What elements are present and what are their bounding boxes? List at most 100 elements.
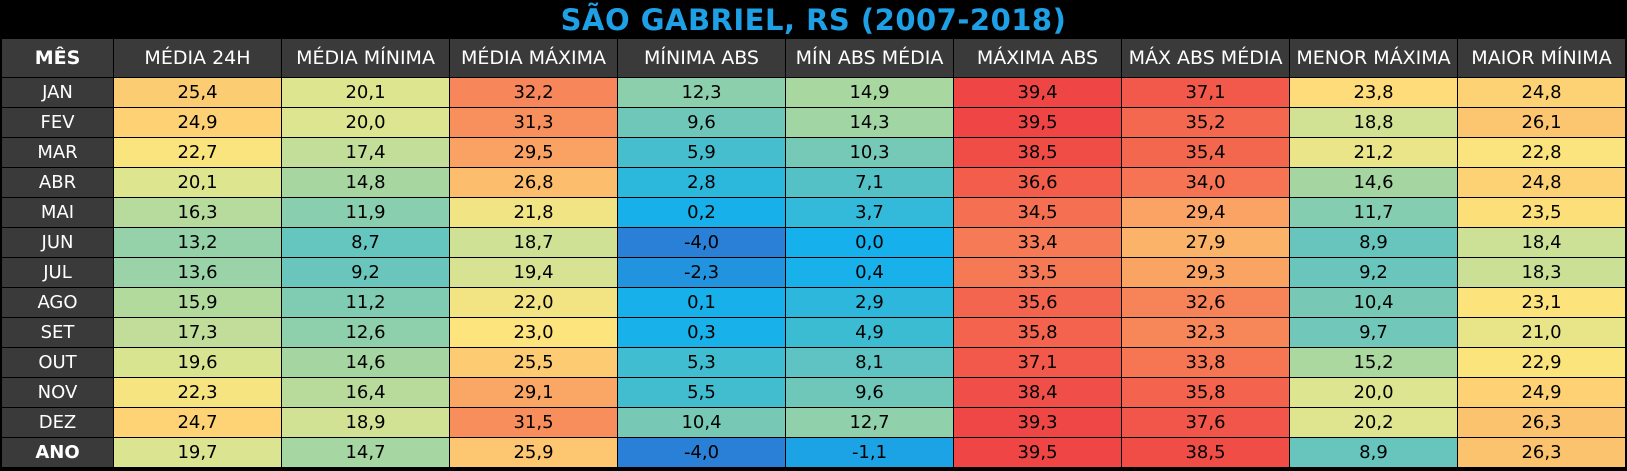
data-cell: 20,0: [1289, 377, 1458, 408]
table-row: FEV 24,9 20,0 31,3 9,6 14,3 39,5 35,2 18,8 26,1: [1, 107, 1626, 138]
data-cell: 19,4: [449, 257, 618, 288]
data-cell: 14,9: [785, 77, 954, 108]
data-cell: 2,9: [785, 287, 954, 318]
data-cell: 24,8: [1457, 167, 1626, 198]
data-cell: 0,3: [617, 317, 786, 348]
data-cell: 38,5: [1121, 437, 1290, 468]
column-header: MÉDIA MÍNIMA: [281, 38, 450, 78]
data-cell: 26,1: [1457, 107, 1626, 138]
data-cell: 23,0: [449, 317, 618, 348]
data-cell: 34,0: [1121, 167, 1290, 198]
row-label: JAN: [1, 77, 114, 108]
data-cell: 21,0: [1457, 317, 1626, 348]
data-cell: 20,1: [281, 77, 450, 108]
data-cell: 5,5: [617, 377, 786, 408]
row-label: JUN: [1, 227, 114, 258]
data-cell: 14,3: [785, 107, 954, 138]
data-cell: 23,8: [1289, 77, 1458, 108]
data-cell: 35,2: [1121, 107, 1290, 138]
data-cell: 14,6: [1289, 167, 1458, 198]
data-cell: 7,1: [785, 167, 954, 198]
data-cell: 0,0: [785, 227, 954, 258]
row-label: OUT: [1, 347, 114, 378]
data-cell: 10,4: [1289, 287, 1458, 318]
data-cell: 23,5: [1457, 197, 1626, 228]
data-cell: 31,5: [449, 407, 618, 438]
data-cell: 24,8: [1457, 77, 1626, 108]
data-cell: 34,5: [953, 197, 1122, 228]
table-body: JAN 25,4 20,1 32,2 12,3 14,9 39,4 37,1 23,8 24,8 F…: [1, 77, 1626, 468]
data-cell: 35,8: [953, 317, 1122, 348]
data-cell: 18,3: [1457, 257, 1626, 288]
data-cell: 36,6: [953, 167, 1122, 198]
data-cell: 16,3: [113, 197, 282, 228]
data-cell: -4,0: [617, 227, 786, 258]
row-label: MAI: [1, 197, 114, 228]
data-cell: 17,4: [281, 137, 450, 168]
data-cell: 0,1: [617, 287, 786, 318]
data-cell: 11,2: [281, 287, 450, 318]
data-cell: 11,9: [281, 197, 450, 228]
row-header-label: MÊS: [1, 38, 114, 78]
row-label: MAR: [1, 137, 114, 168]
data-cell: 10,3: [785, 137, 954, 168]
table-row: AGO 15,9 11,2 22,0 0,1 2,9 35,6 32,6 10,4 23,1: [1, 287, 1626, 318]
data-cell: -1,1: [785, 437, 954, 468]
data-cell: 5,3: [617, 347, 786, 378]
column-header: MÁXIMA ABS: [953, 38, 1122, 78]
data-cell: 33,4: [953, 227, 1122, 258]
data-cell: 19,6: [113, 347, 282, 378]
table-row: SET 17,3 12,6 23,0 0,3 4,9 35,8 32,3 9,7 21,0: [1, 317, 1626, 348]
table-row: JUN 13,2 8,7 18,7 -4,0 0,0 33,4 27,9 8,9 18,4: [1, 227, 1626, 258]
row-label: DEZ: [1, 407, 114, 438]
table-row: ABR 20,1 14,8 26,8 2,8 7,1 36,6 34,0 14,6 24,8: [1, 167, 1626, 198]
data-cell: 29,5: [449, 137, 618, 168]
data-cell: 32,6: [1121, 287, 1290, 318]
table-title: SÃO GABRIEL, RS (2007-2018): [560, 3, 1067, 37]
data-cell: 9,7: [1289, 317, 1458, 348]
data-cell: 3,7: [785, 197, 954, 228]
data-cell: 20,1: [113, 167, 282, 198]
table-row: JUL 13,6 9,2 19,4 -2,3 0,4 33,5 29,3 9,2 18,3: [1, 257, 1626, 288]
data-cell: 29,4: [1121, 197, 1290, 228]
data-cell: 25,5: [449, 347, 618, 378]
data-cell: 33,5: [953, 257, 1122, 288]
data-cell: 20,0: [281, 107, 450, 138]
row-label: AGO: [1, 287, 114, 318]
data-cell: 39,5: [953, 437, 1122, 468]
data-cell: 32,2: [449, 77, 618, 108]
data-cell: 0,4: [785, 257, 954, 288]
table-row: MAR 22,7 17,4 29,5 5,9 10,3 38,5 35,4 21,2 22,8: [1, 137, 1626, 168]
data-cell: 29,3: [1121, 257, 1290, 288]
column-header: MÍNIMA ABS: [617, 38, 786, 78]
data-cell: 19,7: [113, 437, 282, 468]
table-row: MAI 16,3 11,9 21,8 0,2 3,7 34,5 29,4 11,7 23,5: [1, 197, 1626, 228]
data-cell: 22,9: [1457, 347, 1626, 378]
data-cell: 26,3: [1457, 437, 1626, 468]
table-row: JAN 25,4 20,1 32,2 12,3 14,9 39,4 37,1 23,8 24,8: [1, 77, 1626, 108]
data-cell: 15,2: [1289, 347, 1458, 378]
data-cell: 0,2: [617, 197, 786, 228]
row-label: NOV: [1, 377, 114, 408]
row-label: FEV: [1, 107, 114, 138]
table-row: NOV 22,3 16,4 29,1 5,5 9,6 38,4 35,8 20,0 24,9: [1, 377, 1626, 408]
data-cell: 32,3: [1121, 317, 1290, 348]
table-row: OUT 19,6 14,6 25,5 5,3 8,1 37,1 33,8 15,2 22,9: [1, 347, 1626, 378]
data-cell: 38,4: [953, 377, 1122, 408]
data-cell: 13,2: [113, 227, 282, 258]
data-cell: 9,2: [281, 257, 450, 288]
column-header: MÉDIA MÁXIMA: [449, 38, 618, 78]
data-cell: 8,1: [785, 347, 954, 378]
column-header: MÍN ABS MÉDIA: [785, 38, 954, 78]
data-cell: 25,4: [113, 77, 282, 108]
data-cell: 37,1: [953, 347, 1122, 378]
data-cell: 9,2: [1289, 257, 1458, 288]
data-cell: 18,8: [1289, 107, 1458, 138]
data-cell: 27,9: [1121, 227, 1290, 258]
data-cell: 39,5: [953, 107, 1122, 138]
data-cell: 35,6: [953, 287, 1122, 318]
data-cell: 18,9: [281, 407, 450, 438]
data-cell: 39,4: [953, 77, 1122, 108]
data-cell: 15,9: [113, 287, 282, 318]
